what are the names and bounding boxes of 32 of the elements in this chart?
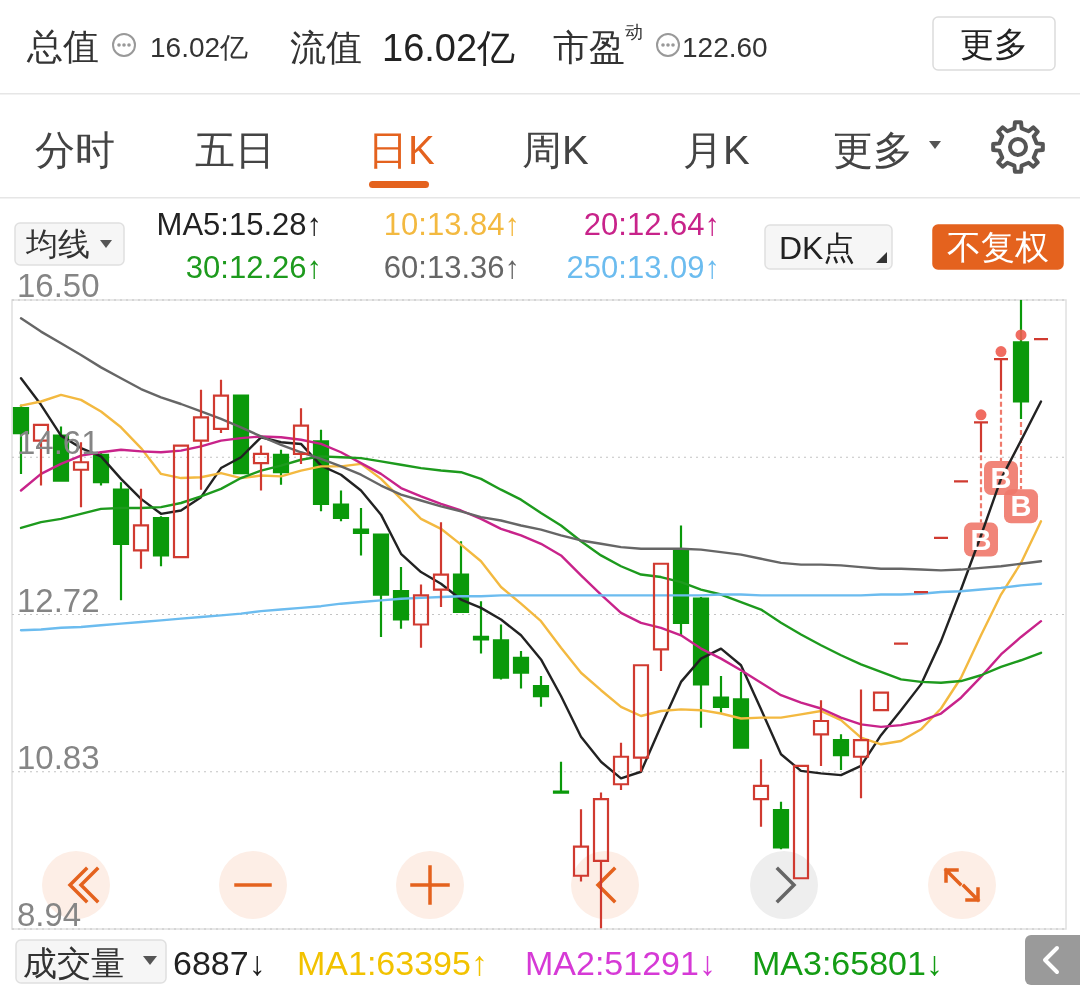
text: 均线 [25,226,90,262]
text: MA1:63395↑ [297,944,488,982]
text: 更多 [833,128,913,172]
y-tick-label: 10.83 [17,738,100,776]
text: 不复权 [947,228,1049,266]
text: 6887↓ [173,944,266,982]
y-tick-label: 16.50 [17,267,100,304]
text: 流值 [290,27,362,68]
text: 16.02亿 [382,27,516,69]
text: 日K [368,128,435,172]
y-tick-label: 12.72 [17,581,100,619]
text: DK点 [779,230,856,266]
text: 10:13.84↑ [383,207,520,242]
text: 122.60 [682,32,768,63]
text: 16.02亿 [150,32,249,63]
text: 市盈$^{动}$ [553,21,643,68]
text: MA2:51291↓ [525,944,716,982]
text: 250:13.09↑ [566,250,720,285]
text: 20:12.64↑ [583,207,720,242]
text: 总值 [26,26,99,67]
text: 五日 [195,128,275,172]
text: 月K [683,128,750,172]
annotation: B [1010,490,1032,523]
text: 30:12.26↑ [185,250,322,285]
text: 成交量 [23,944,125,982]
y-tick-label: 8.94 [17,896,82,933]
text: 分时 [35,128,115,172]
text: 周K [522,128,589,172]
text: 更多 [960,25,1028,63]
text: 60:13.36↑ [383,250,520,285]
text: MA5:15.28↑ [156,207,322,242]
text: MA3:65801↓ [752,944,943,982]
